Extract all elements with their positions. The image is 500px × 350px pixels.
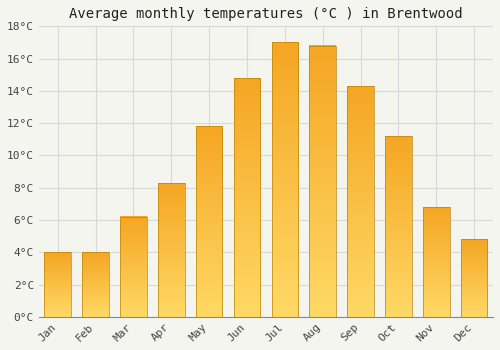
Bar <box>348 86 374 317</box>
Bar <box>196 126 222 317</box>
Bar <box>423 207 450 317</box>
Bar <box>120 217 146 317</box>
Bar <box>234 78 260 317</box>
Bar <box>82 252 109 317</box>
Bar <box>461 239 487 317</box>
Title: Average monthly temperatures (°C ) in Brentwood: Average monthly temperatures (°C ) in Br… <box>69 7 462 21</box>
Bar <box>385 136 411 317</box>
Bar <box>272 42 298 317</box>
Bar <box>310 46 336 317</box>
Bar <box>158 183 184 317</box>
Bar <box>44 252 71 317</box>
